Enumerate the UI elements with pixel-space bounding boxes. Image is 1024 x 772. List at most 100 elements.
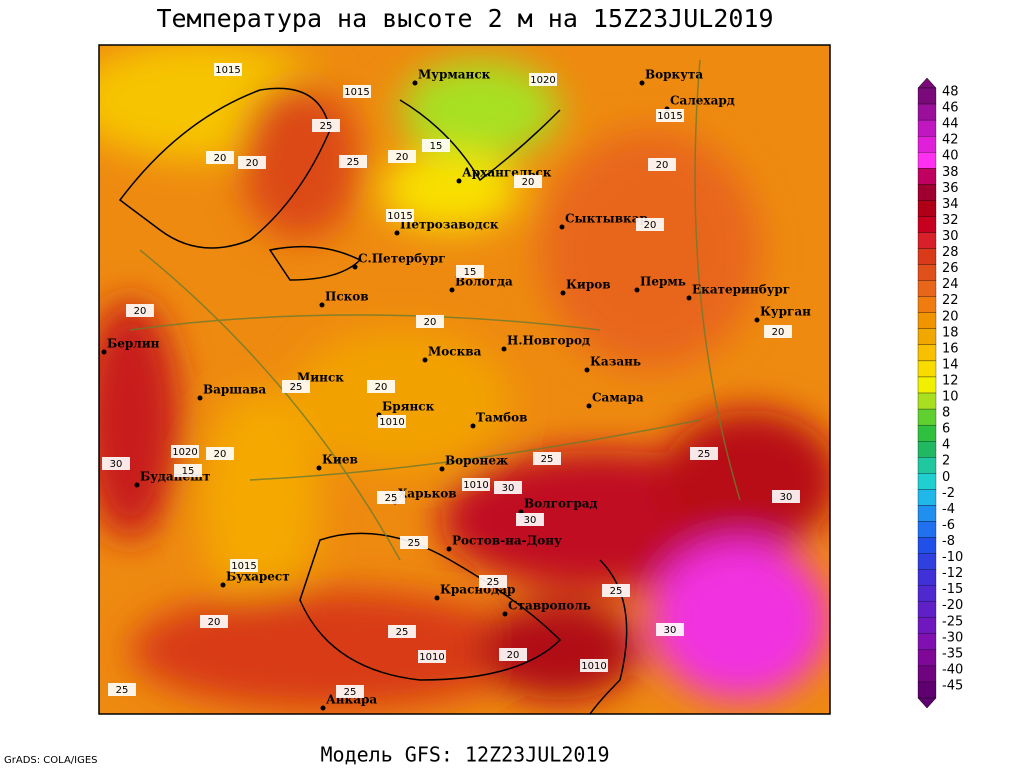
city-label: Пермь [640,275,686,289]
colorbar-label: 20 [942,309,959,324]
contour-label-box [418,650,446,663]
contour-label: 30 [524,515,537,526]
contour-label-box [339,155,367,168]
contour-label: 15 [430,141,443,152]
colorbar-label: 6 [942,422,950,437]
contour-label-box [214,63,242,76]
colorbar-label: 18 [942,325,959,340]
colorbar-label: -30 [942,630,963,645]
colorbar-swatch [917,473,937,490]
contour-labels: 1015 1015 1020 1015 1015 20 20 25 25 20 15 20 20 20 15… [102,63,800,698]
colorbar-label: 12 [942,373,959,388]
city-label: Берлин [107,337,160,351]
contour-label-box [171,445,199,458]
city-dot [449,287,455,293]
contour-label-box [206,151,234,164]
colorbar: 4846444240383634323028262422201816141210… [917,77,963,709]
colorbar-swatch [917,585,937,602]
city-dot [560,290,566,296]
contour-label: 20 [246,158,259,169]
city-dot [439,466,445,472]
contour-label: 1010 [463,480,488,491]
city-dot [501,346,507,352]
colorbar-swatch [917,119,937,137]
contour-label-box [494,481,522,494]
city-label: Тамбов [476,411,527,425]
contour-label-box [533,452,561,465]
city-label: Петрозаводск [400,218,499,232]
colorbar-swatch [917,152,937,169]
contour-label: 20 [396,152,409,163]
contour-label-box [108,683,136,696]
city-label: Н.Новгород [507,334,590,348]
city-dot [502,611,508,617]
colorbar-swatch [917,232,937,249]
colorbar-label: 0 [942,470,950,485]
contour-label: 20 [208,617,221,628]
contour-label-box [206,447,234,460]
colorbar-swatch [917,344,937,362]
colorbar-swatch [917,200,937,217]
city-label: Казань [590,355,641,369]
contour-label: 25 [290,382,303,393]
contour-label-box [377,491,405,504]
contour-label: 25 [385,493,398,504]
contour-label-box [174,464,202,477]
colorbar-label: 34 [942,197,959,212]
contour-label: 20 [214,449,227,460]
contour-label-box [388,625,416,638]
colorbar-label: -2 [942,486,955,501]
contour-label-box [102,457,130,470]
colorbar-swatch [917,328,937,346]
contour-label: 1015 [344,87,369,98]
contour-label: 1010 [379,417,404,428]
city-dot [319,302,325,308]
contour-label: 1015 [231,561,256,572]
colorbar-swatch [917,103,937,121]
contour-label: 30 [110,459,123,470]
colorbar-label: -45 [942,679,963,694]
footer: Модель GFS: 12Z23JUL2019 [321,743,610,767]
contour-label: 20 [134,306,147,317]
city-label: Ставрополь [508,599,591,613]
city-dot [634,287,640,293]
contour-label-box [772,490,800,503]
contour-label-box [648,158,676,171]
colorbar-label: 44 [942,117,959,132]
contour-label: 20 [375,382,388,393]
colorbar-label: 4 [942,438,950,453]
city-dot [320,705,326,711]
colorbar-label: 48 [942,85,959,100]
contour-label-box [336,685,364,698]
colorbar-swatch [917,633,937,651]
contour-label-box [238,156,266,169]
colorbar-swatch [917,248,937,265]
map-frame [98,44,831,715]
colorbar-label: 32 [942,213,959,228]
contour-label: 15 [182,466,195,477]
city-label: Волгоград [524,497,597,511]
city-label: Салехард [670,94,735,108]
city-dot [422,357,428,363]
colorbar-label: 8 [942,406,950,421]
contour-label: 1020 [530,75,555,86]
colorbar-swatch [917,360,937,378]
contour-label-box [282,380,310,393]
contour-label: 20 [214,153,227,164]
colorbar-swatch [917,296,937,313]
contour-label-box [200,615,228,628]
city-label: Ростов-на-Дону [452,534,562,548]
city-dot [316,465,322,471]
colorbar-swatch [917,617,937,634]
contour-label: 25 [396,627,409,638]
colorbar-swatch [917,168,937,185]
contour-label: 20 [522,177,535,188]
contour-label: 20 [656,160,669,171]
city-label: Мурманск [418,68,491,82]
colorbar-swatch [917,553,937,570]
contour-label: 25 [541,454,554,465]
contour-label: 25 [344,687,357,698]
contour-label: 30 [780,492,793,503]
colorbar-label: 42 [942,133,959,148]
colorbar-label: -35 [942,646,963,661]
